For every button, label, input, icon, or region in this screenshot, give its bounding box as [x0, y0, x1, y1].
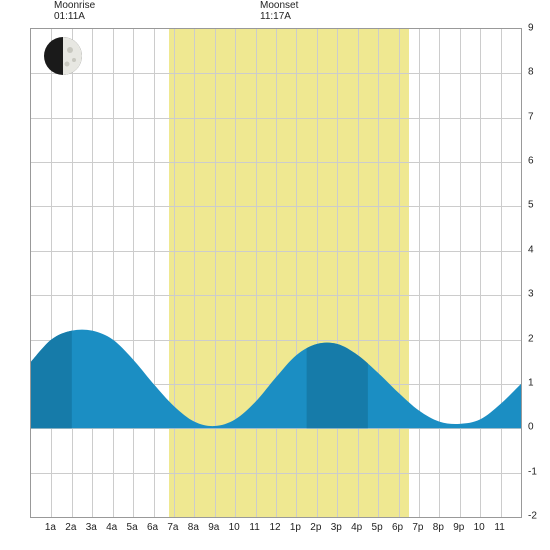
y-axis-label: 5 — [528, 200, 534, 211]
x-axis-label: 7p — [412, 522, 423, 533]
x-axis-label: 2p — [310, 522, 321, 533]
x-axis-label: 6a — [147, 522, 158, 533]
x-axis-label: 9a — [208, 522, 219, 533]
y-axis-label: 3 — [528, 289, 534, 300]
x-axis-label: 2a — [65, 522, 76, 533]
x-axis-label: 7a — [167, 522, 178, 533]
x-axis-label: 10 — [229, 522, 240, 533]
y-axis-label: 6 — [528, 156, 534, 167]
moonset-time: 11:17A — [260, 11, 298, 22]
y-axis-label: 7 — [528, 111, 534, 122]
moonrise-title: Moonrise — [54, 0, 95, 11]
x-axis-label: 3p — [331, 522, 342, 533]
x-axis-label: 8a — [188, 522, 199, 533]
y-axis-label: 4 — [528, 244, 534, 255]
x-axis-label: 5a — [127, 522, 138, 533]
x-axis-label: 12 — [269, 522, 280, 533]
x-axis-label: 10 — [474, 522, 485, 533]
x-axis-label: 9p — [453, 522, 464, 533]
x-axis-label: 4p — [351, 522, 362, 533]
y-axis-label: 0 — [528, 422, 534, 433]
x-axis-label: 5p — [372, 522, 383, 533]
moonrise-time: 01:11A — [54, 11, 95, 22]
y-axis-label: -1 — [528, 466, 537, 477]
y-axis-label: 8 — [528, 67, 534, 78]
plot-area — [30, 28, 522, 518]
x-axis-label: 11 — [494, 522, 504, 533]
x-axis-label: 6p — [392, 522, 403, 533]
moonset-title: Moonset — [260, 0, 298, 11]
x-axis-label: 1p — [290, 522, 301, 533]
x-axis-label: 8p — [433, 522, 444, 533]
x-axis-label: 11 — [249, 522, 259, 533]
y-axis-label: -2 — [528, 511, 537, 522]
x-axis-label: 1a — [45, 522, 56, 533]
moon-phase-icon — [43, 36, 83, 76]
tide-chart: Moonrise 01:11A Moonset 11:17A 1a 2a 3a 4a 5… — [0, 0, 550, 550]
y-axis-label: 9 — [528, 23, 534, 34]
x-axis-label: 3a — [86, 522, 97, 533]
x-axis-label: 4a — [106, 522, 117, 533]
y-axis-label: 2 — [528, 333, 534, 344]
y-axis-label: 1 — [528, 377, 534, 388]
moonset-label: Moonset 11:17A — [260, 0, 298, 22]
tide-curve — [31, 29, 521, 517]
moonrise-label: Moonrise 01:11A — [54, 0, 95, 22]
